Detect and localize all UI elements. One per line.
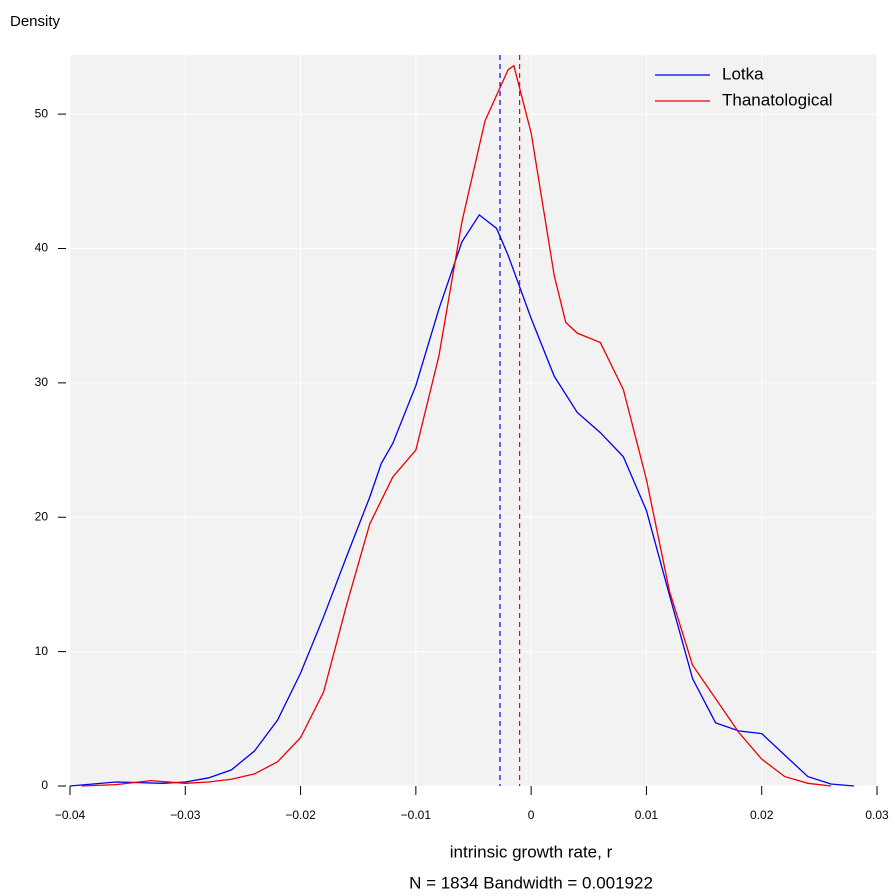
x-tick-label: −0.01 — [401, 808, 432, 822]
legend-label: Lotka — [722, 64, 764, 83]
x-tick-label: 0.02 — [750, 808, 774, 822]
density-line — [69, 213, 854, 787]
x-tick-label: −0.03 — [170, 808, 201, 822]
subtitle: N = 1834 Bandwidth = 0.001922 — [409, 873, 653, 892]
y-tick-label: 50 — [35, 106, 49, 120]
plot-panel — [70, 55, 877, 786]
y-tick-label: 0 — [41, 778, 48, 792]
x-tick-label: −0.02 — [285, 808, 316, 822]
y-tick-label: 20 — [35, 509, 49, 523]
x-tick-label: 0.03 — [865, 808, 889, 822]
y-tick-label: 30 — [35, 375, 49, 389]
y-tick-label: 10 — [35, 644, 49, 658]
y-tick-label: 40 — [35, 241, 49, 255]
legend-label: Thanatological — [722, 90, 833, 109]
x-tick-label: 0 — [528, 808, 535, 822]
x-tick-label: −0.04 — [55, 808, 86, 822]
x-tick-label: 0.01 — [635, 808, 659, 822]
y-axis-label: Density — [10, 13, 61, 30]
x-axis-label: intrinsic growth rate, r — [450, 842, 613, 861]
density-line — [81, 64, 831, 787]
